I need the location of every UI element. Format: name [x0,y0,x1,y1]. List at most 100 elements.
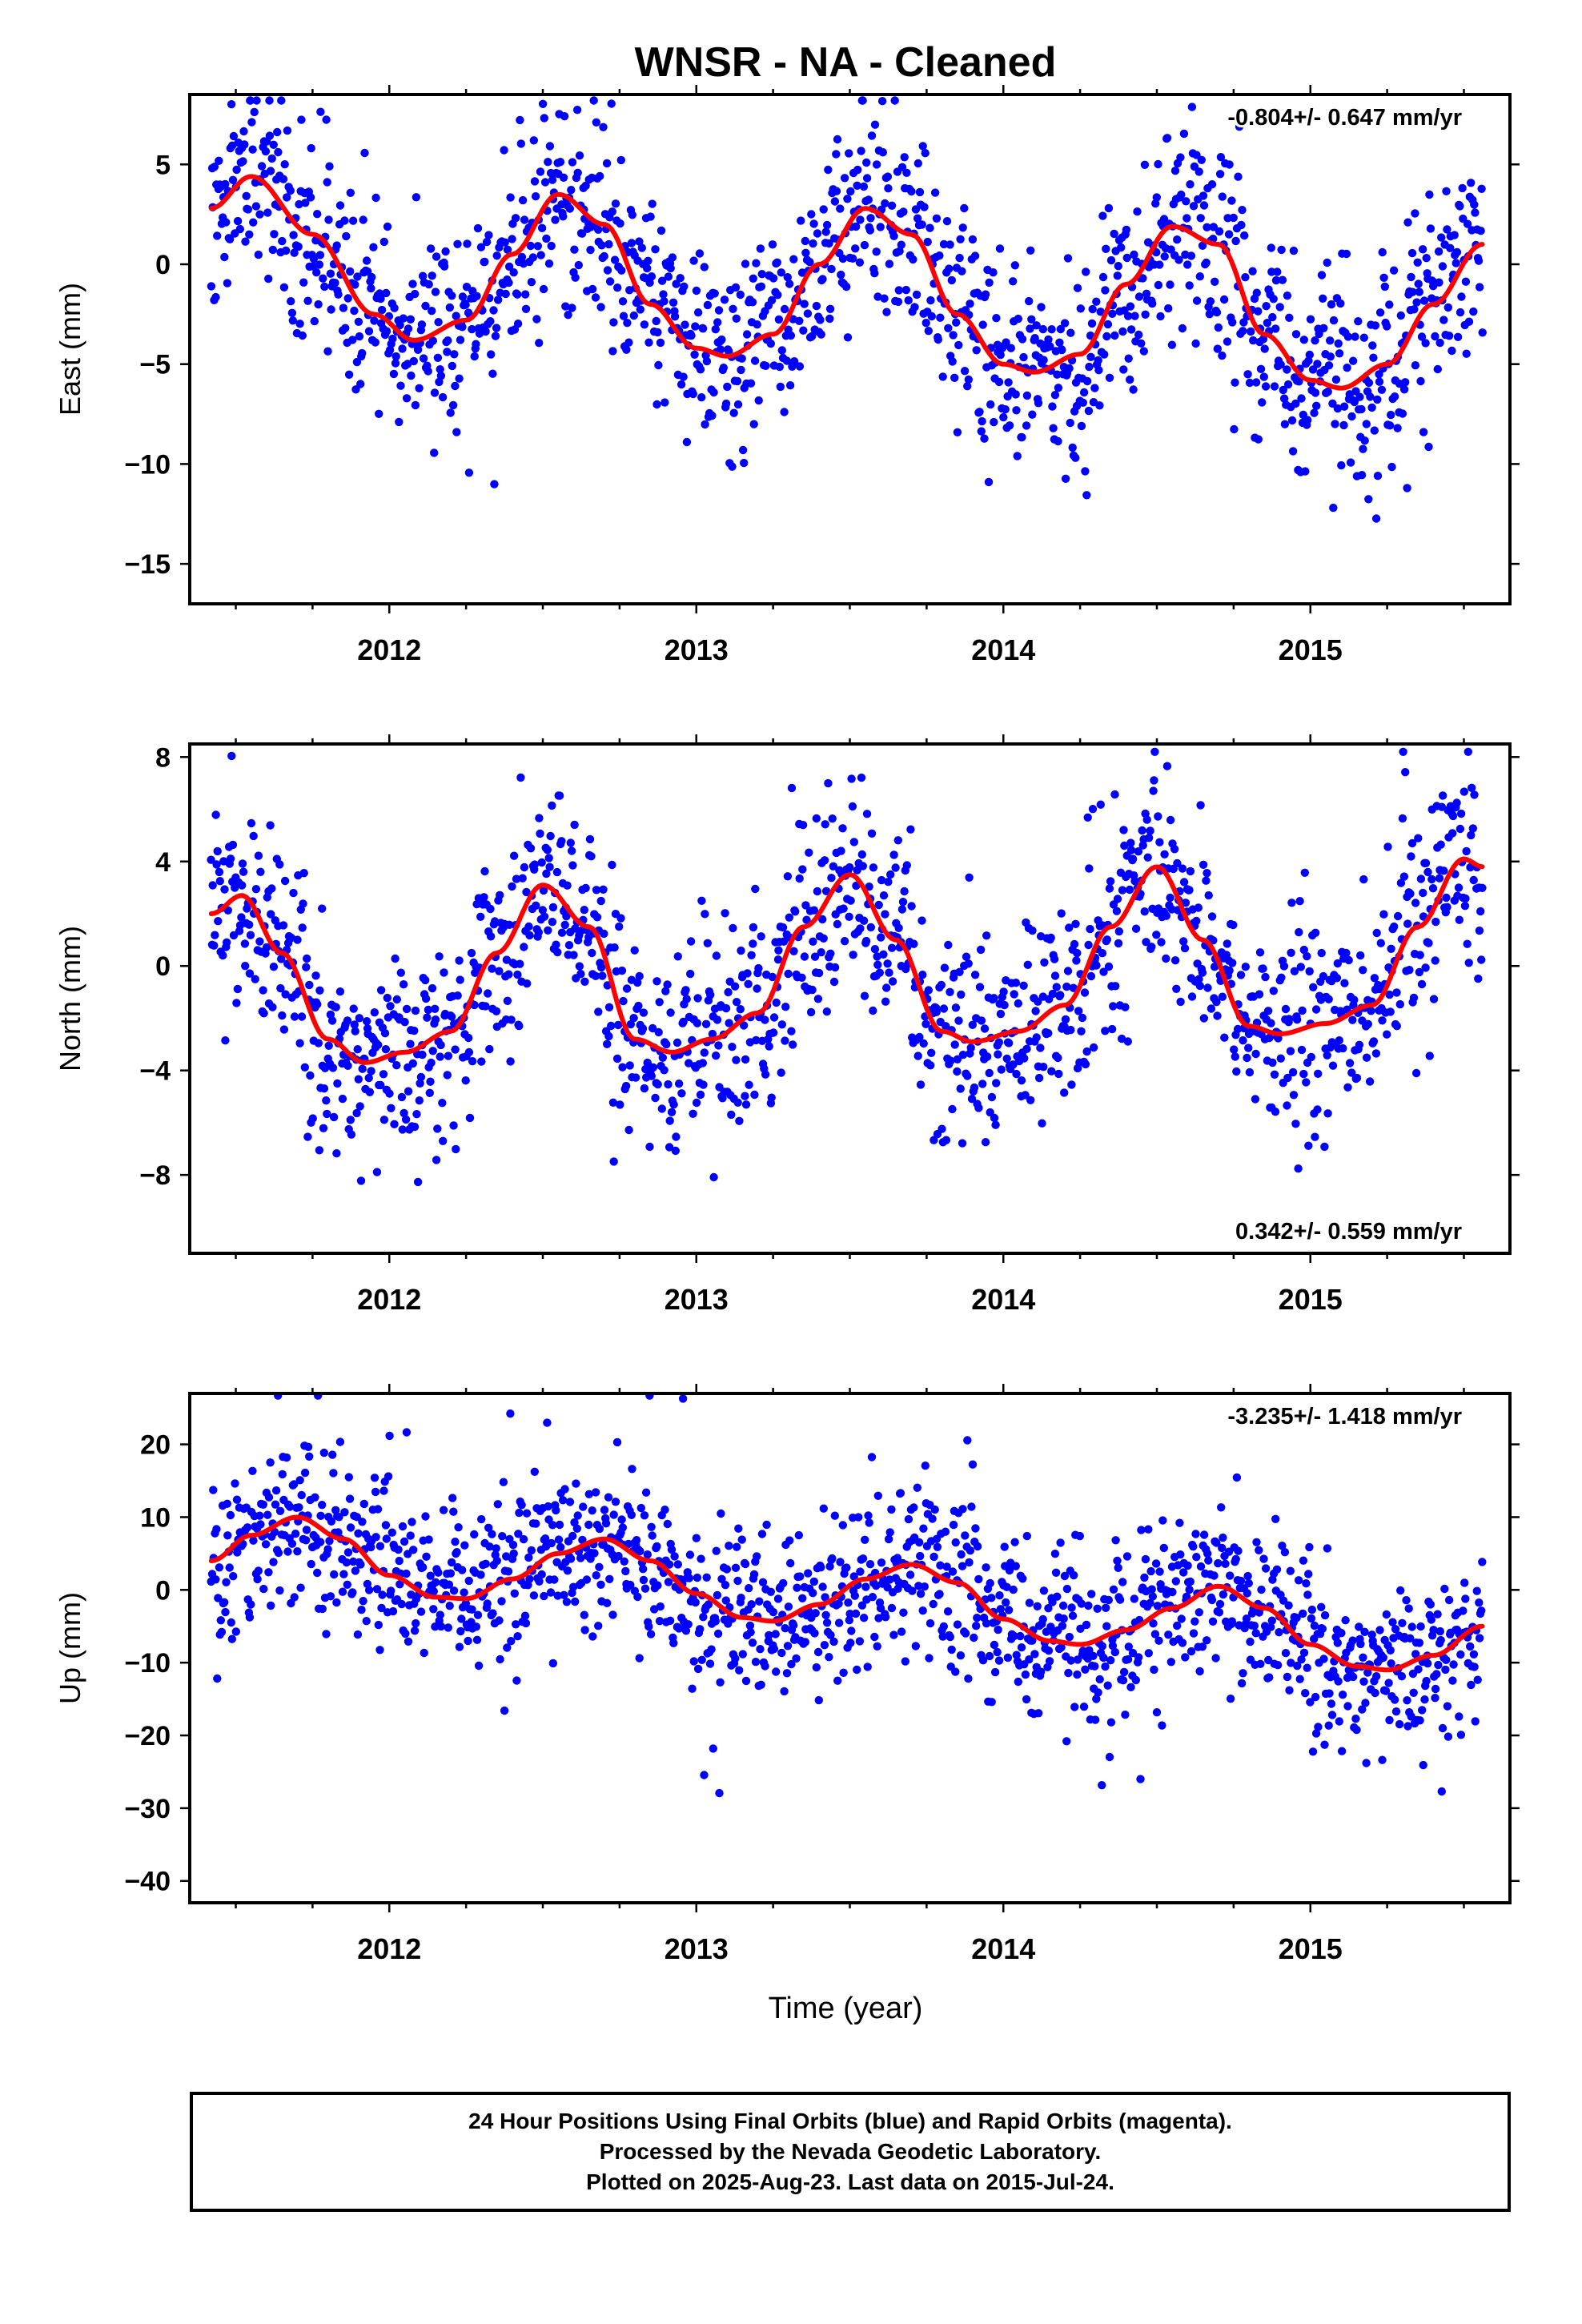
data-point [431,1015,440,1024]
data-point [468,324,476,334]
data-point [572,1479,580,1488]
data-point [1137,1526,1146,1534]
data-point [525,931,534,940]
data-point [1114,939,1123,948]
data-point [307,1559,315,1569]
data-point [496,1655,504,1664]
data-point [261,147,271,156]
data-point [412,193,421,202]
data-point [424,1535,433,1544]
y-tick-label: 0 [155,1575,171,1606]
data-point [971,1524,980,1533]
data-point [947,275,957,285]
data-point [395,417,404,427]
data-point [434,1568,443,1577]
data-point [596,1580,605,1590]
data-point [594,1007,603,1016]
data-point [908,1586,917,1595]
data-point [737,1535,746,1544]
data-point [1407,1622,1416,1631]
data-point [264,1493,274,1502]
data-point [1206,297,1215,306]
data-point [1119,365,1128,374]
data-point [1002,338,1010,347]
data-point [635,237,644,246]
data-point [417,320,427,329]
data-point [754,963,763,973]
data-point [599,123,608,131]
data-point [463,239,472,248]
data-point [673,952,682,961]
data-point [1361,1699,1370,1707]
data-point [1096,308,1105,316]
data-point [271,1486,281,1495]
data-point [1218,992,1227,1001]
data-point [669,1638,678,1647]
data-point [1251,1049,1260,1059]
data-point [1295,1675,1304,1683]
data-point [353,1630,363,1639]
data-point [881,199,889,208]
data-point [646,1630,656,1638]
data-point [651,1093,660,1103]
data-point [1217,1503,1226,1512]
data-point [1335,349,1344,358]
data-point [646,212,655,221]
data-point [747,1600,756,1609]
data-point [670,312,680,321]
data-point [596,896,605,906]
data-point [731,1654,740,1663]
data-point [978,1656,988,1665]
data-point [353,1045,362,1054]
data-point [1233,1024,1243,1034]
data-point [312,268,321,277]
data-point [947,1645,956,1655]
data-point [544,259,554,268]
data-point [1123,1655,1133,1664]
data-point [1256,364,1266,373]
data-point [331,1003,340,1011]
data-point [980,1024,990,1033]
data-point [672,279,681,288]
data-point [229,1572,238,1581]
data-point [953,428,962,436]
data-point [723,382,732,392]
data-point [335,987,345,996]
data-point [865,226,875,235]
data-point [965,1558,974,1567]
data-point [693,308,703,317]
data-point [1419,888,1427,898]
data-point [1103,1681,1112,1690]
data-point [585,834,595,844]
data-point [275,860,284,869]
data-point [269,963,279,971]
data-point [626,1580,635,1590]
data-point [915,1538,924,1547]
data-point [287,297,295,306]
data-point [300,1468,310,1478]
data-point [1415,951,1424,959]
data-point [1058,345,1066,355]
data-point [769,274,778,283]
data-point [364,1586,374,1594]
data-point [670,1552,679,1561]
data-point [909,939,918,948]
data-point [1362,420,1371,428]
data-point [433,1124,442,1133]
data-point [691,322,700,331]
data-point [1226,1695,1235,1703]
data-point [741,1676,751,1686]
data-point [527,1546,536,1555]
data-point [1014,999,1023,1008]
data-point [1347,412,1356,421]
data-point [569,951,578,959]
data-point [813,995,823,1003]
data-point [398,1522,408,1531]
data-point [588,948,596,958]
data-point [992,1079,1001,1088]
data-point [654,360,663,370]
data-point [532,1519,540,1528]
data-point [953,1055,962,1064]
data-point [911,1642,921,1651]
data-point [486,317,495,326]
